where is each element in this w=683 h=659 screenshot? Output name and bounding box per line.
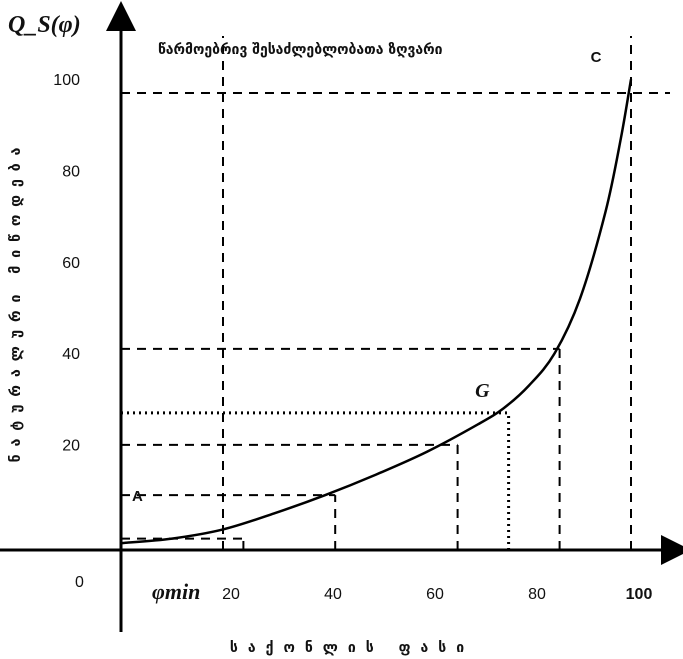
chart-title: წარმოებრივ შესაძლებლობათა ზღვარი: [158, 42, 443, 58]
x-tick-80: 80: [528, 586, 546, 603]
point-label-A: A: [132, 488, 143, 505]
point-label-C: C: [591, 49, 602, 66]
y-tick-60: 60: [62, 255, 80, 272]
tick-labels: 20 40 60 80 100 20 40 60 80 100: [53, 72, 652, 603]
x-tick-20: 20: [222, 586, 240, 603]
origin-label: 0: [75, 574, 84, 591]
point-label-G: G: [475, 380, 490, 402]
y-tick-100: 100: [53, 72, 80, 89]
point-labels: A G C: [132, 49, 602, 505]
guide-lines: [121, 36, 670, 550]
labels: წარმოებრივ შესაძლებლობათა ზღვარი საქონლი…: [8, 12, 474, 656]
axes: [0, 1, 683, 632]
x-tick-60: 60: [426, 586, 444, 603]
y-tick-40: 40: [62, 346, 80, 363]
y-tick-20: 20: [62, 438, 80, 455]
supply-curve: [120, 79, 633, 545]
y-tick-80: 80: [62, 163, 80, 180]
phi-min-label: φmin: [152, 579, 200, 604]
x-tick-100: 100: [626, 586, 653, 603]
supply-curve-group: [120, 79, 633, 545]
x-tick-40: 40: [324, 586, 342, 603]
y-axis-side-label: ნატურალური მიწოდება: [8, 140, 24, 463]
y-axis-label: Q_S(φ): [8, 12, 81, 38]
x-axis-label: საქონლის ფასი: [230, 640, 474, 656]
